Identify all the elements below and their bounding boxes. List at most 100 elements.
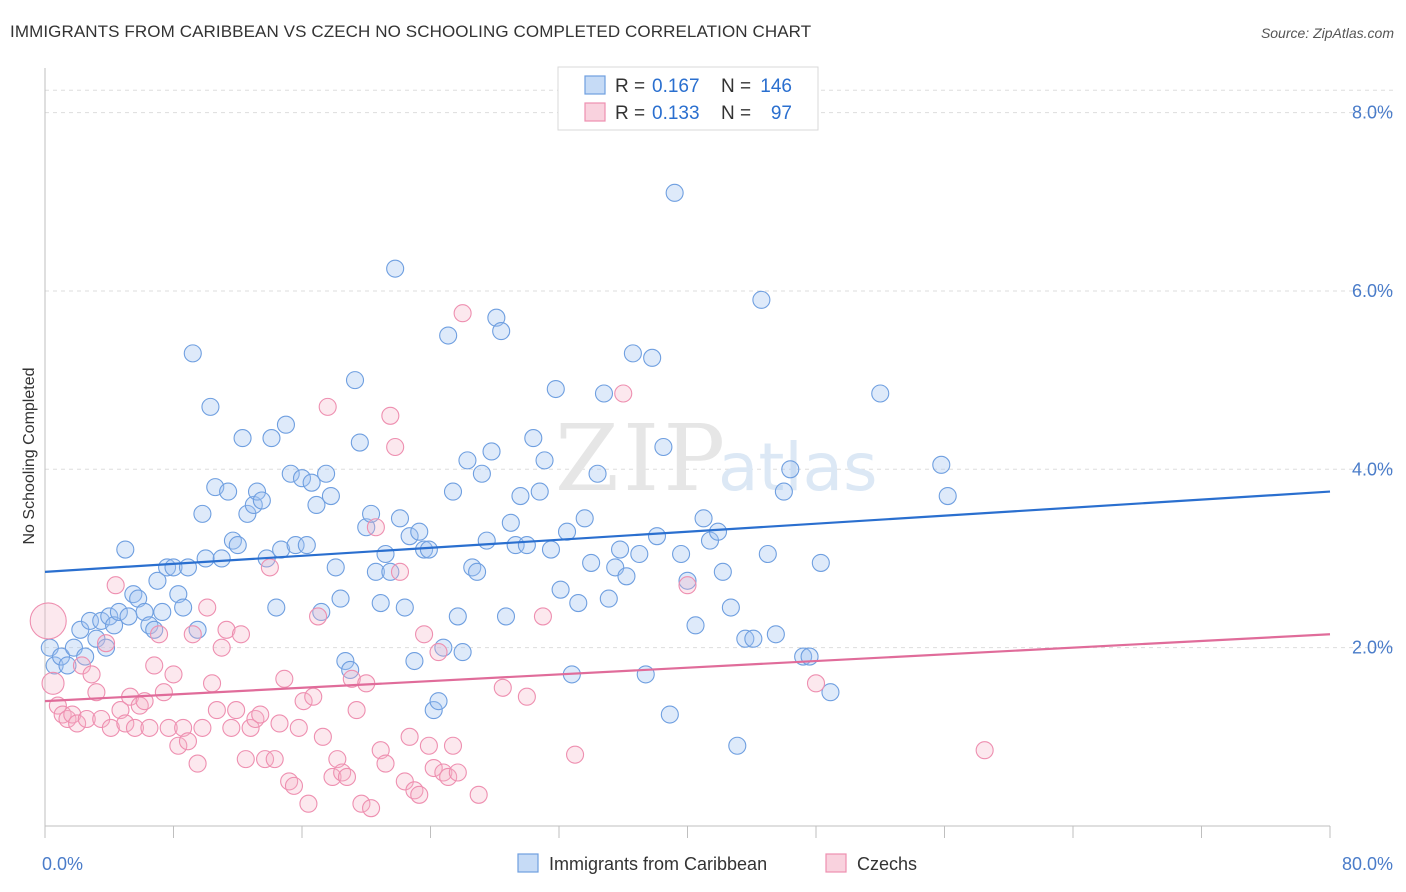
point-caribbean-106 — [575, 509, 594, 528]
point-caribbean-133 — [752, 290, 771, 309]
series-czechs-points — [29, 304, 994, 818]
point-caribbean-41 — [247, 482, 267, 501]
point-czechs-24 — [154, 683, 173, 702]
point-czechs-33 — [198, 598, 217, 617]
point-caribbean-45 — [267, 598, 286, 617]
point-caribbean-142 — [932, 455, 951, 474]
point-czechs-92 — [614, 384, 633, 403]
point-czechs-46 — [260, 558, 279, 577]
point-caribbean-115 — [630, 544, 649, 564]
point-caribbean-135 — [766, 625, 785, 644]
point-czechs-84 — [443, 736, 463, 755]
point-caribbean-44 — [262, 429, 281, 448]
point-caribbean-28 — [183, 344, 202, 363]
point-czechs-35 — [207, 701, 226, 720]
point-czechs-69 — [371, 741, 390, 760]
point-caribbean-13 — [109, 602, 128, 622]
point-caribbean-137 — [781, 460, 800, 479]
point-caribbean-63 — [357, 518, 376, 537]
point-caribbean-110 — [599, 589, 618, 608]
point-caribbean-124 — [686, 616, 705, 635]
point-caribbean-130 — [728, 736, 747, 755]
point-caribbean-64 — [362, 504, 381, 523]
point-caribbean-105 — [569, 594, 588, 613]
point-caribbean-74 — [410, 522, 429, 541]
point-czechs-26 — [164, 665, 183, 684]
series-legend: Immigrants from Caribbean Czechs — [517, 853, 917, 874]
point-caribbean-97 — [524, 429, 543, 448]
point-caribbean-37 — [228, 536, 247, 555]
point-caribbean-57 — [326, 558, 345, 577]
point-caribbean-47 — [276, 415, 295, 434]
point-caribbean-108 — [588, 464, 607, 483]
chart-source: Source: ZipAtlas.com — [1260, 25, 1394, 41]
point-caribbean-67 — [376, 544, 395, 564]
point-czechs-80 — [424, 758, 443, 778]
point-czechs-71 — [381, 406, 400, 425]
trend-lines — [44, 490, 1331, 703]
point-caribbean-93 — [501, 513, 520, 532]
point-czechs-6 — [68, 714, 87, 733]
point-caribbean-88 — [477, 531, 496, 550]
point-caribbean-90 — [487, 308, 506, 327]
point-caribbean-95 — [511, 486, 530, 506]
point-caribbean-60 — [341, 660, 360, 679]
point-czechs-14 — [106, 576, 125, 595]
point-czechs-32 — [193, 718, 212, 737]
point-caribbean-10 — [96, 638, 116, 657]
point-caribbean-11 — [100, 607, 119, 626]
point-caribbean-1 — [45, 656, 64, 675]
point-czechs-86 — [453, 304, 472, 323]
point-caribbean-112 — [610, 540, 630, 559]
point-caribbean-81 — [443, 482, 463, 501]
point-czechs-91 — [566, 745, 585, 764]
legend-r-value-blue: 0.167 — [652, 76, 700, 97]
y-tick-label-3: 8.0% — [1352, 103, 1393, 123]
point-caribbean-35 — [219, 482, 238, 501]
point-caribbean-103 — [557, 522, 577, 541]
series-caribbean-points — [40, 183, 957, 755]
point-caribbean-27 — [178, 558, 198, 577]
point-czechs-60 — [328, 750, 347, 769]
point-caribbean-77 — [424, 701, 443, 720]
point-caribbean-127 — [708, 522, 728, 541]
point-caribbean-73 — [405, 651, 424, 671]
point-caribbean-117 — [643, 348, 662, 367]
point-czechs-53 — [294, 692, 313, 711]
point-czechs-15 — [111, 701, 130, 720]
point-caribbean-66 — [371, 594, 390, 613]
point-czechs-73 — [390, 562, 410, 581]
point-czechs-81 — [429, 643, 448, 662]
point-czechs-41 — [236, 750, 255, 769]
point-czechs-5 — [63, 705, 82, 724]
point-czechs-38 — [222, 718, 241, 737]
point-caribbean-109 — [594, 384, 614, 403]
bottom-legend-label-czechs: Czechs — [857, 854, 917, 874]
point-czechs-30 — [183, 625, 202, 644]
x-tick-label-0: 0.0% — [42, 854, 83, 874]
point-caribbean-32 — [201, 397, 220, 416]
point-czechs-47 — [265, 750, 284, 769]
point-caribbean-87 — [472, 464, 491, 483]
point-czechs-52 — [289, 718, 308, 737]
point-caribbean-136 — [774, 482, 793, 501]
point-czechs-87 — [469, 785, 488, 804]
point-caribbean-76 — [419, 540, 438, 559]
point-caribbean-51 — [297, 536, 316, 555]
trend-line-caribbean — [44, 490, 1331, 573]
point-czechs-40 — [231, 625, 251, 644]
point-caribbean-55 — [317, 464, 336, 483]
point-czechs-57 — [313, 727, 332, 746]
point-caribbean-102 — [551, 580, 570, 599]
point-czechs-31 — [188, 754, 207, 773]
legend-r-value-pink: 0.133 — [652, 103, 700, 124]
point-czechs-45 — [256, 750, 275, 769]
point-czechs-29 — [178, 732, 198, 751]
point-caribbean-72 — [400, 527, 419, 546]
point-czechs-9 — [82, 665, 101, 684]
point-czechs-77 — [410, 785, 429, 804]
y-tick-labels: 2.0% 4.0% 6.0% 8.0% — [1352, 103, 1393, 658]
point-caribbean-113 — [617, 567, 636, 586]
point-caribbean-86 — [468, 562, 487, 581]
